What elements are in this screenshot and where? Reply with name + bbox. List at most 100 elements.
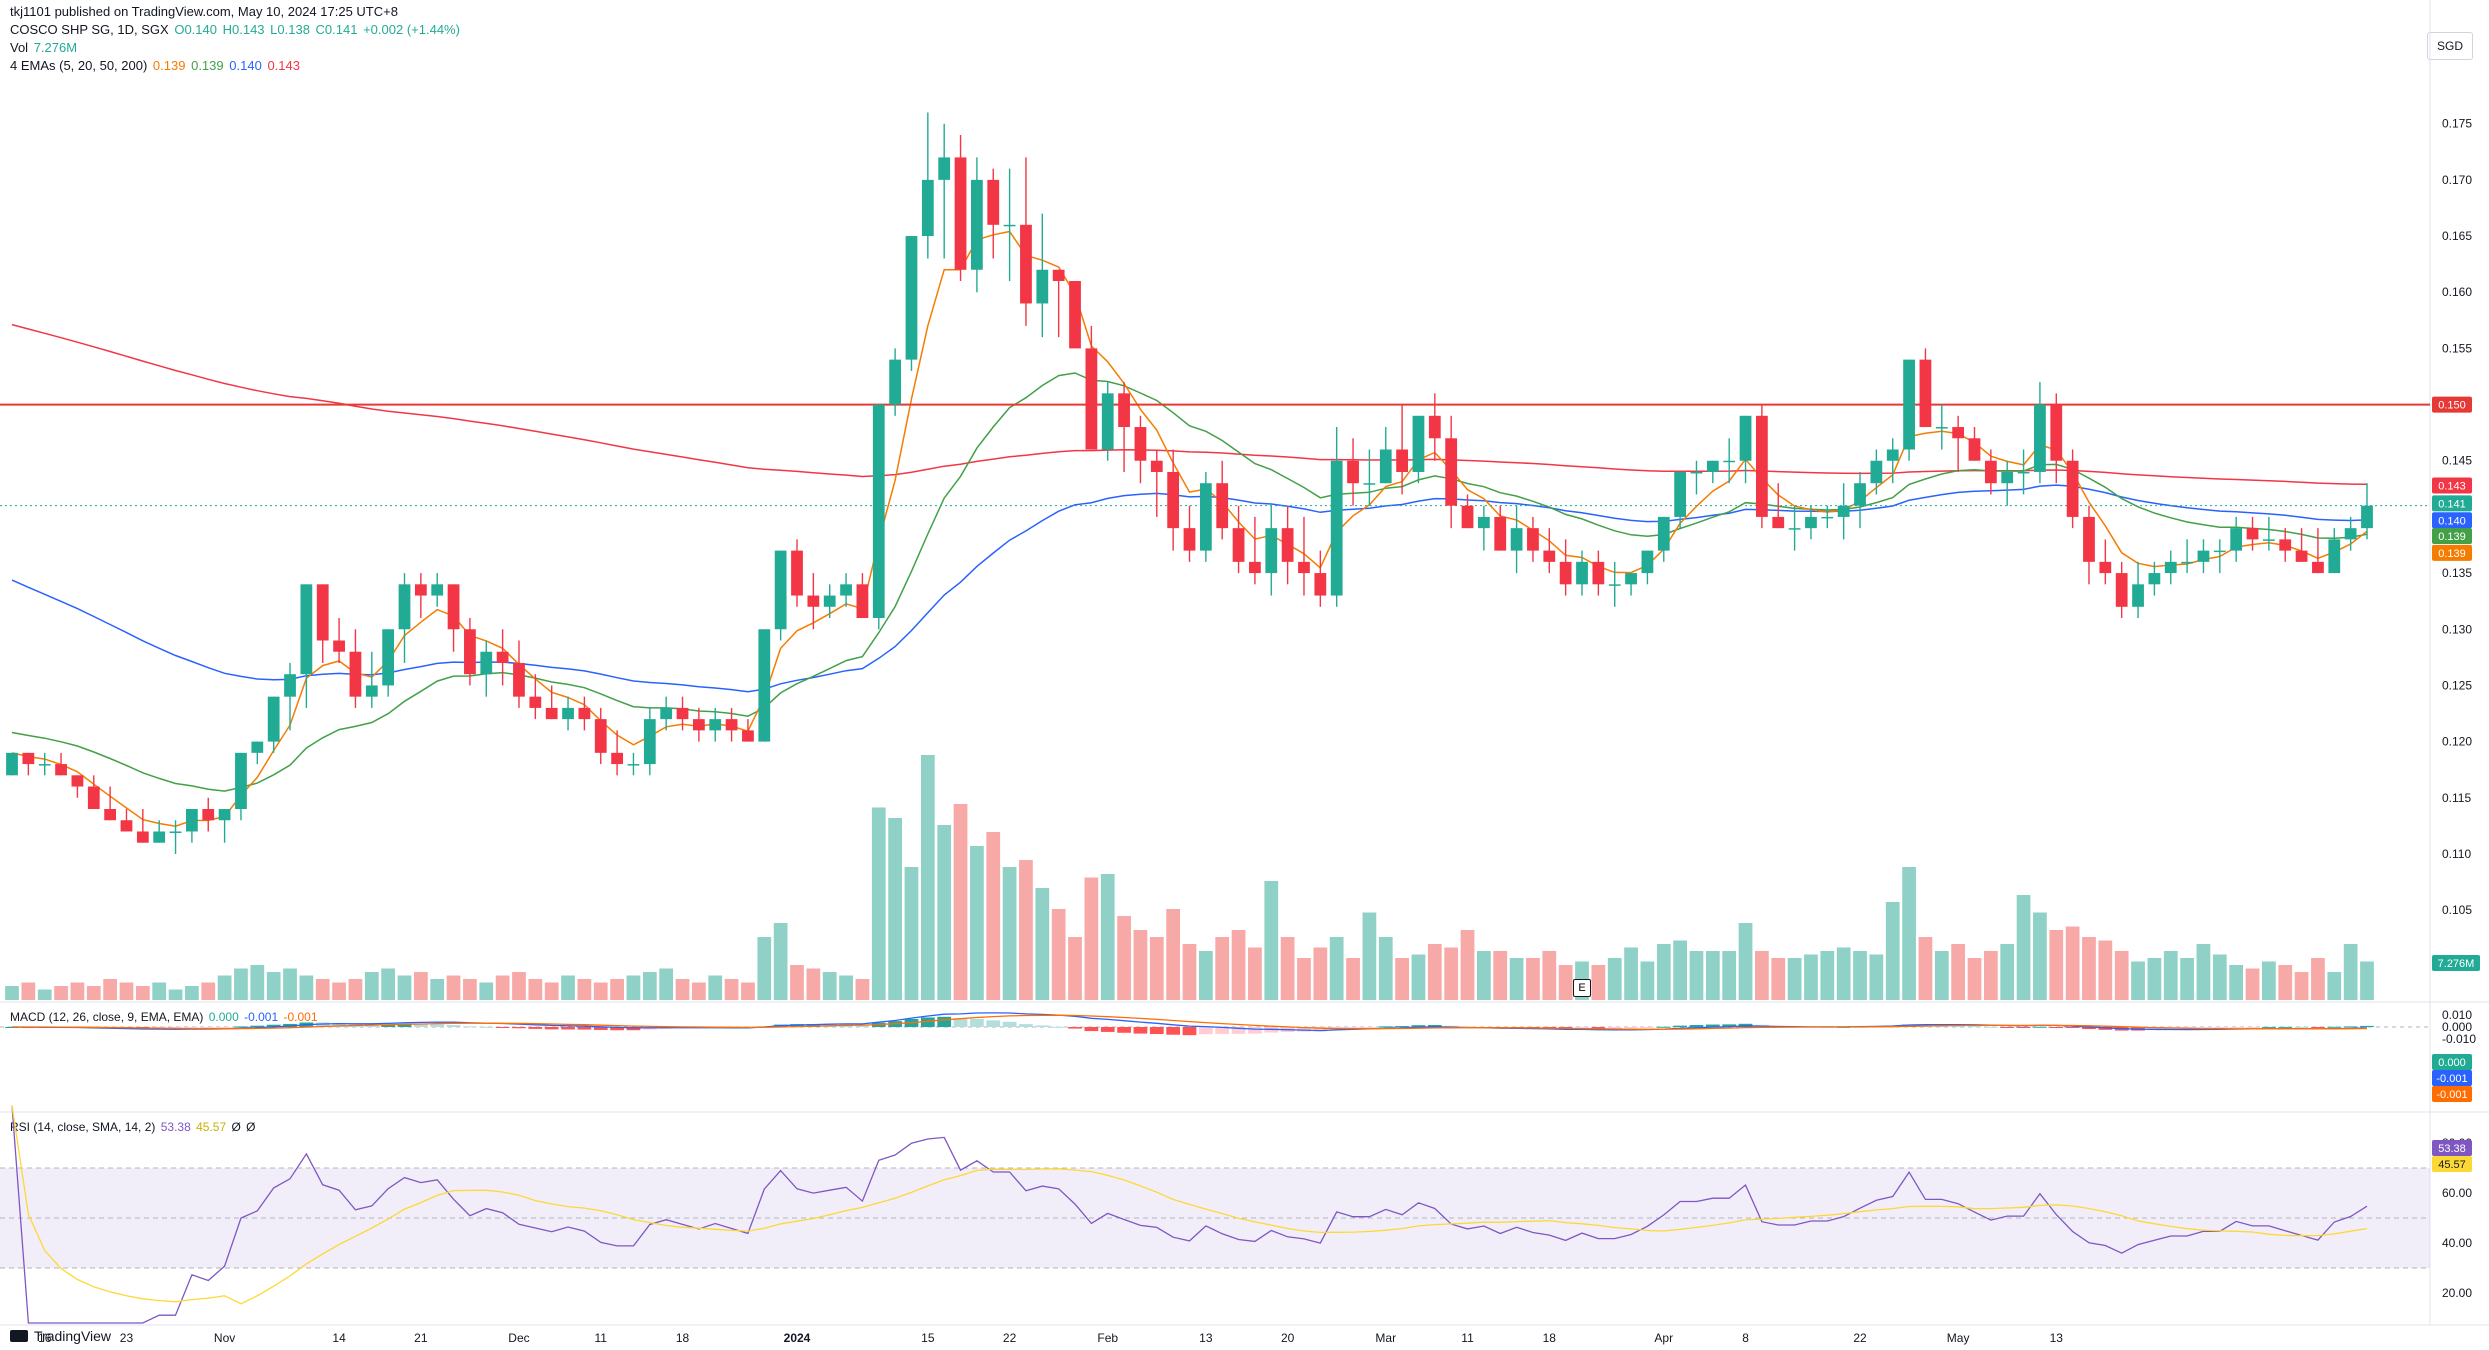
candle-body xyxy=(382,629,395,686)
volume-bar xyxy=(119,982,134,1000)
x-tick-label: 18 xyxy=(676,1331,690,1345)
volume-bar xyxy=(1117,916,1131,1000)
candle-body xyxy=(2279,539,2292,551)
volume-bar xyxy=(610,979,624,1000)
macd-histogram-bar xyxy=(1427,1024,1442,1027)
volume-bar xyxy=(1738,923,1753,1000)
candle-body xyxy=(545,707,558,720)
volume-bar xyxy=(1591,965,1606,1000)
volume-bar xyxy=(1705,951,1720,1000)
volume-bar xyxy=(675,979,690,1000)
ohlc-high: H0.143 xyxy=(222,22,265,37)
volume-bar xyxy=(2212,954,2227,1000)
candle-body xyxy=(725,719,738,731)
volume-bar xyxy=(2196,944,2211,1000)
volume-bar xyxy=(528,979,543,1000)
candle-body xyxy=(431,584,444,596)
volume-axis-label-bg xyxy=(2432,955,2480,971)
volume-bar xyxy=(413,972,428,1000)
candle-body xyxy=(1232,528,1245,562)
candle-body xyxy=(1330,460,1343,596)
macd-histogram-bar xyxy=(266,1024,281,1027)
volume-bar xyxy=(299,975,314,1000)
macd-histogram-bar xyxy=(1346,1027,1360,1029)
candle-body xyxy=(22,752,35,765)
macd-histogram-bar xyxy=(2311,1027,2325,1028)
ohlc-close: C0.141 xyxy=(315,22,358,37)
candle-body xyxy=(1870,460,1883,484)
candle-body xyxy=(2001,471,2014,484)
y-tick-label: 0.105 xyxy=(2442,903,2472,917)
macd-axis-label: -0.001 xyxy=(2436,1073,2467,1085)
candle-body xyxy=(1837,505,1850,517)
candle-body xyxy=(2034,404,2046,472)
candle-body xyxy=(1576,561,1588,585)
candle-body xyxy=(87,786,100,810)
ohlc-change: +0.002 (+1.44%) xyxy=(363,22,460,37)
candle-body xyxy=(742,730,754,742)
candle-body xyxy=(1805,516,1817,529)
candle-body xyxy=(218,809,231,821)
y-tick-label: 0.115 xyxy=(2442,791,2471,805)
volume-bar xyxy=(1640,961,1655,1000)
candle-body xyxy=(1101,393,1114,450)
ema50-value: 0.140 xyxy=(229,58,262,73)
macd-histogram-bar xyxy=(1084,1027,1099,1032)
volume-bar xyxy=(659,968,674,1000)
candle-body xyxy=(987,179,1000,225)
volume-bar xyxy=(970,846,984,1000)
candle-body xyxy=(1183,528,1196,551)
candle-body xyxy=(856,584,869,619)
candle-body xyxy=(71,775,84,787)
volume-bar xyxy=(2065,926,2080,1000)
x-tick-label: 23 xyxy=(120,1331,134,1345)
rsi-ma-value: 45.57 xyxy=(196,1120,227,1134)
macd-histogram-bar xyxy=(855,1024,870,1027)
volume-bar xyxy=(2180,958,2194,1000)
macd-histogram-bar xyxy=(561,1027,575,1030)
macd-histogram-bar xyxy=(1624,1027,1638,1029)
candle-body xyxy=(1020,224,1032,304)
earnings-event-marker[interactable]: E xyxy=(1573,979,1591,997)
macd-histogram-bar xyxy=(2212,1027,2227,1029)
volume-bar xyxy=(724,979,739,1000)
x-tick-label: 2024 xyxy=(784,1331,811,1345)
volume-bar xyxy=(185,986,199,1000)
macd-axis-label: 0.000 xyxy=(2438,1057,2466,1069)
rsi-value: 53.38 xyxy=(160,1120,191,1134)
candle-body xyxy=(513,662,525,697)
candle-body xyxy=(1069,280,1081,349)
volume-bar xyxy=(757,937,772,1000)
macd-histogram-bar xyxy=(1722,1024,1737,1027)
volume-bar xyxy=(2098,940,2113,1000)
volume-bar xyxy=(1068,937,1082,1000)
rsi-y-tick-label: 20.00 xyxy=(2442,1286,2472,1300)
volume-bar xyxy=(1182,944,1197,1000)
volume-bar xyxy=(855,979,870,1000)
candle-body xyxy=(2099,561,2112,574)
volume-legend: Vol 7.276M xyxy=(10,40,79,55)
candle-body xyxy=(1363,483,1376,485)
candle-body xyxy=(1003,224,1016,227)
price-axis-label: 0.150 xyxy=(2438,400,2466,412)
candle-body xyxy=(1903,359,1915,450)
candle-body xyxy=(1281,528,1294,562)
currency-button[interactable]: SGD xyxy=(2427,32,2473,60)
volume-bar xyxy=(741,982,755,1000)
candle-body xyxy=(153,831,166,843)
macd-histogram-bar xyxy=(1002,1021,1017,1027)
volume-bar xyxy=(250,965,265,1000)
candle-body xyxy=(774,550,787,630)
macd-histogram-bar xyxy=(1313,1027,1328,1032)
candle-body xyxy=(2344,528,2357,540)
candle-body xyxy=(1756,415,1768,517)
candle-body xyxy=(807,595,820,607)
volume-bar xyxy=(1198,951,1213,1000)
candle-body xyxy=(1249,561,1261,574)
volume-bar xyxy=(479,982,494,1000)
candle-body xyxy=(1723,460,1736,463)
candle-body xyxy=(1543,550,1556,562)
candle-body xyxy=(333,640,345,652)
candle-body xyxy=(38,764,51,766)
